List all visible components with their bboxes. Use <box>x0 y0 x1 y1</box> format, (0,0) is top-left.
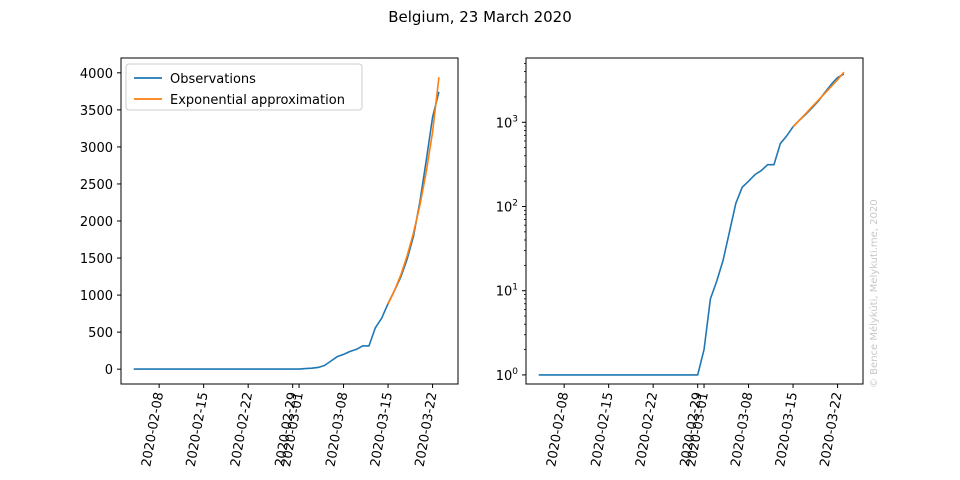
series-line-exponential <box>387 77 440 305</box>
y-tick-label: 1500 <box>80 252 113 267</box>
y-tick-label: 2000 <box>80 215 113 230</box>
y-tick-label: 3000 <box>80 141 113 156</box>
y-tick-label: 100 <box>496 367 519 384</box>
y-tick-label: 0 <box>105 363 113 378</box>
y-tick-label: 3500 <box>80 104 113 119</box>
series-line-exponential <box>792 71 845 128</box>
series-line-observations <box>133 91 440 370</box>
y-tick-label: 101 <box>496 283 518 300</box>
legend-box <box>125 63 363 111</box>
y-tick-label: 1000 <box>80 289 113 304</box>
y-tick-label: 2500 <box>80 178 113 193</box>
y-tick-label: 102 <box>496 198 518 215</box>
legend: Observations Exponential approximation <box>125 63 363 111</box>
watermark: © Bence Mélykúti, Melykuti.me, 2020 <box>868 199 880 388</box>
legend-entry: Exponential approximation <box>170 93 345 108</box>
legend-entry: Observations <box>170 72 256 87</box>
y-tick-label: 500 <box>88 326 113 341</box>
y-tick-label: 4000 <box>80 67 113 82</box>
y-tick-label: 103 <box>496 114 518 131</box>
figure-title: Belgium, 23 March 2020 <box>388 8 572 26</box>
axes-frame <box>525 57 864 385</box>
